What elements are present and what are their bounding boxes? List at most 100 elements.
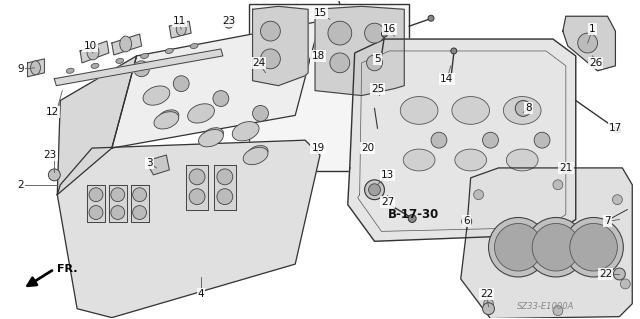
Polygon shape [28, 59, 44, 77]
Ellipse shape [247, 145, 268, 160]
Text: 20: 20 [361, 143, 374, 153]
Circle shape [132, 188, 147, 202]
Text: 17: 17 [609, 123, 622, 133]
Polygon shape [348, 39, 576, 241]
Circle shape [515, 100, 531, 116]
Text: 13: 13 [381, 170, 394, 180]
Text: 14: 14 [440, 74, 454, 84]
Circle shape [428, 15, 434, 21]
Circle shape [49, 169, 60, 181]
Circle shape [213, 91, 229, 107]
Text: 8: 8 [525, 103, 531, 114]
Ellipse shape [116, 58, 124, 63]
Ellipse shape [176, 23, 186, 36]
Circle shape [451, 48, 457, 54]
Ellipse shape [243, 147, 268, 165]
Circle shape [111, 188, 125, 202]
Circle shape [620, 279, 630, 289]
Circle shape [330, 53, 349, 73]
Polygon shape [58, 140, 320, 318]
Ellipse shape [143, 86, 170, 105]
Text: SZ33-E1000A: SZ33-E1000A [517, 302, 575, 311]
Circle shape [532, 223, 580, 271]
Circle shape [461, 217, 472, 226]
Circle shape [217, 169, 233, 185]
Circle shape [89, 188, 103, 202]
Text: 2: 2 [17, 180, 24, 190]
Ellipse shape [452, 97, 490, 124]
Circle shape [483, 303, 495, 315]
Circle shape [111, 205, 125, 219]
Ellipse shape [188, 104, 214, 123]
Circle shape [132, 205, 147, 219]
Circle shape [483, 132, 499, 148]
Ellipse shape [202, 128, 223, 143]
Circle shape [563, 163, 573, 173]
Text: 3: 3 [146, 158, 153, 168]
Polygon shape [87, 185, 105, 222]
Circle shape [217, 189, 233, 204]
Text: 4: 4 [198, 289, 204, 299]
Circle shape [367, 55, 383, 71]
Circle shape [578, 33, 598, 53]
Circle shape [553, 180, 563, 190]
Polygon shape [112, 21, 320, 148]
Circle shape [474, 190, 484, 200]
Circle shape [495, 223, 542, 271]
Polygon shape [109, 185, 127, 222]
Ellipse shape [120, 36, 132, 52]
Polygon shape [170, 21, 191, 38]
Text: 10: 10 [83, 41, 97, 51]
Circle shape [369, 184, 380, 196]
Text: FR.: FR. [58, 264, 78, 274]
Text: 23: 23 [222, 16, 236, 26]
Circle shape [365, 180, 385, 200]
Circle shape [408, 214, 416, 222]
Circle shape [189, 169, 205, 185]
Circle shape [431, 132, 447, 148]
Text: 27: 27 [381, 197, 394, 207]
Circle shape [365, 23, 385, 43]
Circle shape [570, 223, 618, 271]
Text: 23: 23 [44, 150, 57, 160]
Circle shape [253, 106, 268, 121]
Circle shape [553, 306, 563, 315]
Circle shape [612, 195, 622, 204]
Circle shape [564, 218, 623, 277]
Circle shape [260, 49, 280, 69]
Polygon shape [54, 49, 223, 85]
Circle shape [613, 268, 625, 280]
Polygon shape [315, 6, 404, 96]
Ellipse shape [141, 53, 148, 58]
Ellipse shape [400, 97, 438, 124]
Ellipse shape [67, 68, 74, 73]
Ellipse shape [232, 122, 259, 141]
Circle shape [134, 61, 150, 77]
Polygon shape [131, 185, 148, 222]
Ellipse shape [91, 63, 99, 68]
Circle shape [189, 189, 205, 204]
Polygon shape [80, 41, 109, 63]
Circle shape [89, 205, 103, 219]
Circle shape [260, 21, 280, 41]
Text: 19: 19 [312, 143, 324, 153]
Text: 21: 21 [559, 163, 572, 173]
Ellipse shape [455, 149, 486, 171]
Bar [248, 4, 409, 171]
Polygon shape [186, 165, 208, 210]
Polygon shape [58, 56, 136, 195]
Ellipse shape [87, 44, 99, 60]
Text: 12: 12 [45, 108, 59, 117]
Text: 11: 11 [173, 16, 186, 26]
Polygon shape [214, 165, 236, 210]
Ellipse shape [190, 43, 198, 48]
Polygon shape [150, 155, 170, 175]
Text: 6: 6 [463, 217, 470, 226]
Circle shape [534, 132, 550, 148]
Circle shape [173, 76, 189, 92]
Text: B-17-30: B-17-30 [387, 208, 438, 221]
Text: 9: 9 [17, 64, 24, 74]
Circle shape [614, 127, 620, 133]
Text: 15: 15 [314, 8, 326, 18]
Text: 18: 18 [312, 51, 324, 61]
